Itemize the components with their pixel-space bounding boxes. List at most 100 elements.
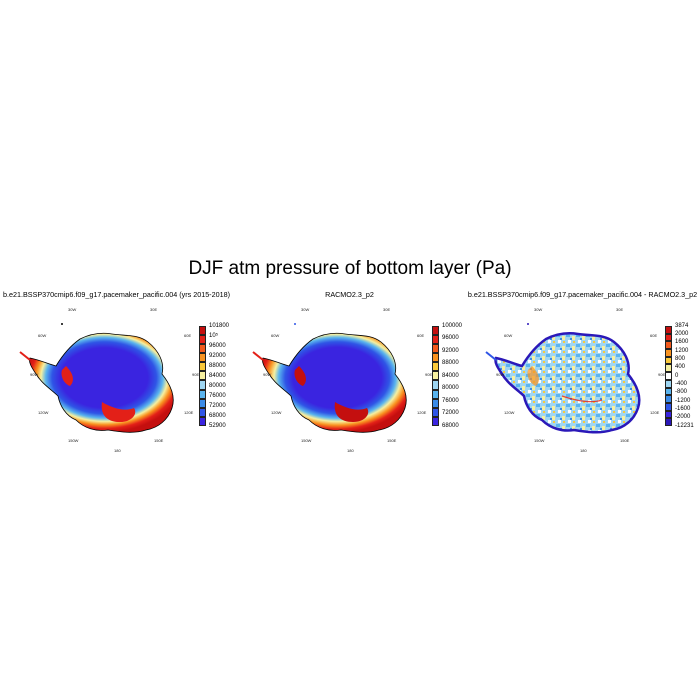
colorbar-tick-label: 80000 (209, 382, 226, 389)
colorbar-segment (665, 372, 672, 380)
panel-model: b.e21.BSSP370cmip6.f09_g17.pacemaker_pac… (0, 290, 233, 460)
colorbar-segment (432, 335, 439, 345)
colorbar-tick-label: 68000 (442, 422, 459, 429)
colorbar-segment (432, 326, 439, 336)
colorbar-segment (665, 364, 672, 373)
colorbar-segment (199, 416, 206, 426)
lon-label: 120E (184, 410, 194, 415)
colorbar-segment (665, 387, 672, 396)
lon-label: 150E (154, 438, 164, 443)
colorbar-tick-label: 84000 (209, 372, 226, 379)
lon-label: 180 (114, 448, 121, 453)
colorbar-tick-label: 10⁵ (209, 332, 219, 339)
colorbar-tick-label: -800 (675, 389, 688, 396)
lon-label: 180 (347, 448, 354, 453)
colorbar-tick-label: 88000 (442, 360, 459, 366)
colorbar-tick-label: -12231 (675, 422, 694, 429)
colorbar-segment (199, 389, 206, 399)
colorbar-segment (665, 333, 672, 342)
colorbar-tick-label: 96000 (209, 342, 226, 349)
colorbar-segment (665, 418, 672, 426)
colorbar-segment (199, 380, 206, 390)
colorbar-tick-label: 88000 (209, 362, 226, 369)
colorbar-segment (432, 398, 439, 408)
colorbar (199, 326, 206, 426)
antarctica-map (252, 323, 407, 433)
lon-label: 60E (184, 333, 192, 338)
colorbar-tick-label: -2000 (675, 414, 691, 421)
panel-title: b.e21.BSSP370cmip6.f09_g17.pacemaker_pac… (467, 290, 698, 299)
lon-label: 120E (650, 410, 660, 415)
colorbar-tick-label: 2000 (675, 330, 689, 337)
lon-label: 90W (263, 372, 272, 377)
colorbar-segment (432, 362, 439, 372)
colorbar-tick-label: 76000 (209, 392, 226, 399)
colorbar-segment (199, 362, 206, 372)
colorbar-tick-label: 92000 (442, 347, 459, 354)
colorbar-segment (432, 389, 439, 399)
page-title: DJF atm pressure of bottom layer (Pa) (188, 258, 512, 279)
colorbar-segment (665, 379, 672, 388)
colorbar-segment (432, 407, 439, 417)
colorbar-segment (199, 371, 206, 381)
colorbar-segment (665, 410, 672, 419)
lon-label: 60E (650, 333, 658, 338)
colorbar-tick-label: 84000 (442, 372, 459, 379)
colorbar-segment (199, 398, 206, 408)
colorbar-segment (432, 353, 439, 363)
lon-label: 90W (30, 372, 39, 377)
colorbar-segment (665, 402, 672, 411)
colorbar-segment (665, 326, 672, 334)
lon-label: 30W (301, 307, 310, 312)
lon-label: 30E (616, 307, 624, 312)
colorbar-segment (432, 344, 439, 354)
colorbar-tick-label: 3874 (675, 322, 689, 329)
colorbar-segment (199, 407, 206, 417)
lon-label: 90W (496, 372, 505, 377)
panel-title: b.e21.BSSP370cmip6.f09_g17.pacemaker_pac… (3, 290, 230, 299)
lon-label: 30E (383, 307, 391, 312)
antarctica-map (19, 323, 174, 433)
colorbar-segment (432, 416, 439, 426)
colorbar-segment (665, 341, 672, 350)
lon-label: 120W (38, 410, 49, 415)
lon-label: 60W (38, 333, 47, 338)
colorbar-tick-label: 76000 (442, 397, 459, 404)
colorbar-tick-label: -1600 (675, 405, 691, 412)
colorbar-tick-label: 96000 (442, 335, 459, 341)
colorbar-tick-label: 1600 (675, 339, 689, 346)
lon-label: 30W (534, 307, 543, 312)
colorbar (665, 326, 672, 426)
colorbar-tick-label: -400 (675, 380, 688, 387)
colorbar-tick-label: 52900 (209, 422, 226, 429)
lon-label: 30W (68, 307, 77, 312)
lon-label: 30E (150, 307, 158, 312)
continent-shape (29, 332, 174, 433)
lon-label: 60E (417, 333, 425, 338)
colorbar-segment (665, 356, 672, 365)
colorbar-segment (432, 380, 439, 390)
panel-difference: b.e21.BSSP370cmip6.f09_g17.pacemaker_pac… (466, 290, 699, 460)
lon-label: 150W (301, 438, 312, 443)
lon-label: 150E (620, 438, 630, 443)
colorbar-tick-label: 68000 (209, 412, 226, 419)
continent-shape (494, 331, 641, 434)
lon-label: 180 (580, 448, 587, 453)
colorbar-tick-label: 0 (675, 372, 679, 379)
ice-shelf-ross (101, 402, 136, 422)
lon-label: 150W (534, 438, 545, 443)
ice-shelf-ross (334, 402, 369, 422)
ice-shelf-ronne (294, 366, 306, 386)
lon-label: 150W (68, 438, 79, 443)
colorbar-tick-label: 800 (675, 355, 686, 362)
colorbar-segment (199, 335, 206, 345)
ice-shelf-ronne (61, 366, 73, 386)
lon-label: 150E (387, 438, 397, 443)
continent-shape (262, 332, 407, 433)
panel-title: RACMO2.3_p2 (325, 290, 374, 299)
colorbar-tick-label: 80000 (442, 385, 459, 391)
colorbar-segment (665, 349, 672, 357)
colorbar-tick-label: 1200 (675, 347, 689, 354)
colorbar-segment (199, 353, 206, 363)
colorbar-tick-label: 72000 (442, 410, 459, 416)
